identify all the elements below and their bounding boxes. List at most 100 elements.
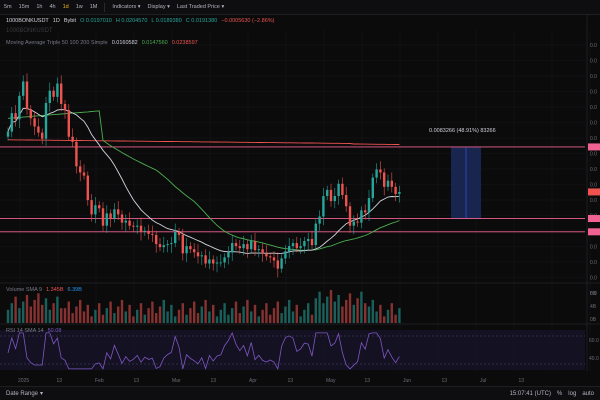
chart-toolbar: 5m 15m 1h 4h 1d 1w 1M Indicators ▾ Display ▾ Last…: [0, 0, 600, 15]
candle-body: [117, 209, 120, 215]
candle-body: [52, 90, 55, 97]
candle-body: [139, 225, 143, 232]
ma-legend[interactable]: Moving Average Triple 50 100 200 Simple …: [6, 40, 198, 46]
rsi-axis-label: 60.0: [589, 338, 599, 344]
volume-legend[interactable]: Volume SMA 9 1.345B 6.39B: [6, 287, 82, 293]
candle-body: [345, 195, 348, 207]
interval-5m[interactable]: 5m: [4, 4, 12, 10]
interval-1w[interactable]: 1w: [75, 4, 83, 10]
date-range-label: Date Range: [6, 390, 39, 397]
candle-body: [200, 255, 203, 257]
interval-4h[interactable]: 4h: [49, 4, 56, 10]
candle-body: [238, 246, 241, 249]
interval-1d[interactable]: 1d: [62, 4, 69, 10]
volume-bar: [79, 299, 82, 323]
volume-bar: [193, 301, 196, 323]
candle-body: [375, 169, 378, 178]
menu-last-traded-price[interactable]: Last Traded Price ▾: [176, 4, 225, 10]
menu-display[interactable]: Display ▾: [147, 4, 170, 10]
ma100-value: 0.0147560: [141, 40, 168, 46]
volume-axis-label: 0B: [590, 317, 597, 323]
candle-body: [162, 245, 165, 248]
volume-bar: [253, 304, 257, 323]
volume-bar: [364, 303, 367, 323]
candle-body: [63, 103, 67, 111]
price-axis-label: 0.0: [590, 167, 597, 173]
price-axis-label: 0.0: [590, 74, 597, 80]
symbol-name[interactable]: 1000BONKUSDT: [6, 18, 49, 24]
candle-body: [60, 83, 63, 104]
interval-1M[interactable]: 1M: [89, 4, 98, 10]
candle-body: [234, 243, 238, 247]
candle-body: [348, 206, 352, 226]
candle-body: [231, 243, 234, 253]
ohlc-close: C 0.0191380: [185, 18, 218, 24]
x-axis-label: Jun: [403, 378, 411, 384]
price-axis-label: 0.0: [590, 90, 597, 96]
log-toggle[interactable]: log: [568, 390, 577, 397]
ma200-line: [8, 139, 400, 145]
volume-bar: [177, 309, 181, 323]
candle-body: [291, 243, 295, 247]
x-axis-label: Jul: [480, 378, 486, 384]
auto-toggle[interactable]: auto: [582, 390, 594, 397]
volume-bar: [250, 311, 253, 323]
percent-toggle[interactable]: %: [556, 390, 563, 397]
candle-body: [269, 256, 272, 258]
volume-bar: [189, 308, 192, 323]
volume-bar: [109, 301, 112, 323]
volume-bar: [307, 303, 310, 323]
date-range-button[interactable]: Date Range ▾: [6, 390, 43, 398]
volume-bar: [82, 311, 86, 323]
candle-body: [90, 200, 93, 215]
candle-body: [94, 205, 97, 215]
candle-body: [128, 220, 131, 226]
volume-bar: [151, 301, 154, 323]
candle-body: [158, 244, 162, 248]
candle-body: [132, 225, 135, 227]
candle-body: [98, 205, 101, 209]
volume-bar: [117, 306, 120, 323]
price-tag: [588, 228, 600, 236]
candle-body: [18, 95, 21, 120]
candle-body: [189, 246, 192, 250]
volume-bar: [196, 313, 200, 323]
candle-body: [25, 81, 29, 110]
candle-body: [352, 221, 355, 226]
volume-bar: [67, 301, 70, 323]
volume-bar: [234, 301, 238, 323]
symbol-interval: 1D: [52, 18, 60, 24]
volume-bar: [215, 316, 219, 323]
rsi-legend[interactable]: RSI 14 SMA 14 50.08: [6, 328, 61, 334]
volume-bar: [10, 303, 13, 323]
candle-body: [379, 169, 382, 173]
candle-body: [109, 213, 112, 219]
candle-body: [383, 172, 386, 187]
volume-bar: [60, 308, 63, 323]
candle-body: [227, 252, 230, 258]
volume-bar: [337, 294, 340, 323]
volume-bar: [158, 306, 162, 323]
volume-bar: [208, 311, 211, 323]
interval-1h[interactable]: 1h: [36, 4, 43, 10]
chart-canvas[interactable]: 2025 13 Feb 13 Mar 13 Apr 13 May 13 Jun 13 Jul 130.00…: [0, 15, 600, 386]
candle-body: [37, 126, 40, 133]
ma200-value: 0.0238597: [171, 40, 198, 46]
volume-bar: [390, 303, 393, 323]
toolbar-divider: [104, 2, 106, 12]
ma-legend-title: Moving Average Triple 50 100 200 Simple: [6, 40, 108, 46]
volume-axis-label: 8B: [590, 291, 597, 297]
menu-indicators[interactable]: Indicators ▾: [112, 4, 141, 10]
candle-body: [257, 249, 260, 251]
candle-body: [219, 262, 222, 264]
interval-15m[interactable]: 15m: [18, 4, 30, 10]
price-axis-label: 0.0: [590, 105, 597, 111]
volume-bar: [329, 290, 333, 323]
volume-bar: [139, 303, 143, 323]
volume-bar: [227, 314, 230, 323]
candle-body: [105, 213, 108, 226]
x-axis-label: 13: [442, 378, 448, 384]
candle-body: [250, 241, 253, 250]
volume-bar: [18, 308, 21, 323]
candle-body: [394, 186, 397, 194]
